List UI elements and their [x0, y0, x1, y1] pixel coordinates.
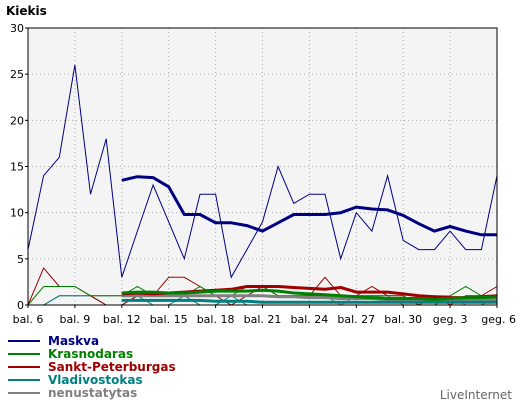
y-tick-label: 25	[10, 68, 24, 81]
x-tick-label: bal. 6	[13, 313, 44, 326]
y-tick-label: 0	[17, 299, 24, 312]
x-tick-labels: bal. 6 bal. 9 bal. 12 bal. 15 bal. 18 bal. 21…	[13, 313, 516, 326]
x-tick-label: bal. 21	[244, 313, 282, 326]
axes	[25, 27, 498, 308]
plot-area	[28, 28, 497, 305]
legend-label-maskva: Maskva	[48, 334, 99, 348]
series-line-maskva	[27, 64, 498, 279]
legend: MaskvaKrasnodarasSankt-PeterburgasVladiv…	[8, 334, 176, 400]
legend-label-sankt-peterburgas: Sankt-Peterburgas	[48, 360, 176, 374]
x-tick-label: bal. 9	[60, 313, 91, 326]
y-axis-title: Kiekis	[6, 4, 47, 18]
y-tick-label: 5	[17, 253, 24, 266]
x-tick-label: geg. 6	[481, 313, 516, 326]
brand-label: LiveInternet	[440, 388, 512, 402]
y-tick-labels: 0 5 10 15 20 25 30	[10, 22, 24, 312]
series-avg-line-maskva	[121, 175, 497, 237]
x-tick-label: bal. 18	[197, 313, 235, 326]
legend-label-krasnodaras: Krasnodaras	[48, 347, 133, 361]
y-tick-label: 10	[10, 207, 24, 220]
moving-average-lines	[121, 175, 498, 304]
legend-label-vladivostokas: Vladivostokas	[48, 373, 143, 387]
series-avg-line-vladivostokas	[121, 298, 497, 304]
x-tick-label: bal. 24	[291, 313, 329, 326]
x-tick-label: bal. 15	[150, 313, 188, 326]
x-tick-label: bal. 27	[337, 313, 375, 326]
y-tick-label: 30	[10, 22, 24, 35]
series-avg-line-krasnodaras	[121, 288, 498, 301]
x-tick-label: bal. 12	[103, 313, 141, 326]
x-tick-label: geg. 3	[433, 313, 468, 326]
legend-label-nenustatytas: nenustatytas	[48, 386, 137, 400]
y-tick-label: 20	[10, 114, 24, 127]
x-tick-label: bal. 30	[384, 313, 422, 326]
y-tick-label: 15	[10, 161, 24, 174]
